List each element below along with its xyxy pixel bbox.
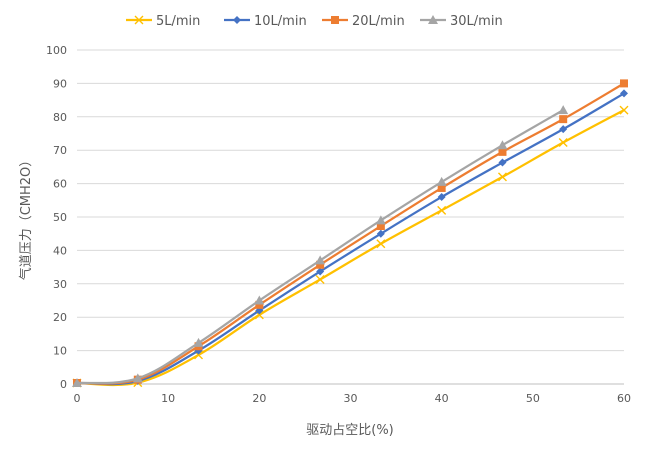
x-axis-title: 驱动占空比(%) (306, 423, 394, 438)
data-point-5l-min (315, 274, 325, 284)
y-tick-label: 100 (46, 44, 67, 57)
data-point-5l-min (437, 205, 447, 215)
data-point-10l-min (559, 125, 568, 134)
y-tick-label: 0 (60, 378, 67, 391)
x-tick-label: 10 (161, 392, 175, 405)
series-line-5l-min (75, 108, 626, 387)
y-tick-label: 70 (53, 144, 67, 157)
series-line-20l-min (75, 82, 626, 385)
data-point-30l-min (375, 215, 386, 225)
legend-marker-30l-min (428, 15, 438, 24)
data-point-30l-min (193, 337, 204, 347)
gridlines (77, 49, 624, 385)
data-point-20l-min (498, 147, 507, 156)
x-tick-label: 50 (526, 392, 540, 405)
x-tick-label: 20 (252, 392, 266, 405)
data-point-5l-min (497, 172, 507, 182)
x-tick-label: 60 (617, 392, 631, 405)
data-point-20l-min (316, 260, 325, 269)
data-point-30l-min (497, 140, 508, 150)
legend-marker-5l-min (134, 15, 144, 25)
y-tick-label: 90 (53, 77, 67, 90)
x-tick-label: 40 (435, 392, 449, 405)
data-point-5l-min (376, 239, 386, 249)
data-point-10l-min (437, 192, 446, 201)
legend-label-10l-min: 10L/min (254, 14, 307, 29)
data-point-20l-min (559, 115, 568, 124)
data-point-20l-min (620, 79, 628, 88)
y-tick-label: 40 (53, 244, 67, 257)
legend: 5L/min 10L/min 20L/min 30L/min (126, 14, 503, 29)
axes: 0 10 20 30 40 50 60 70 80 90 100 0 10 20 30 40 50 60 (46, 44, 631, 405)
data-point-20l-min (437, 183, 446, 192)
legend-label-20l-min: 20L/min (352, 14, 405, 29)
legend-label-5l-min: 5L/min (156, 14, 200, 29)
data-point-30l-min (132, 373, 143, 383)
data-point-30l-min (315, 255, 326, 265)
y-tick-label: 20 (53, 311, 67, 324)
data-point-10l-min (620, 89, 628, 98)
x-tick-label: 0 (74, 392, 81, 405)
y-tick-label: 50 (53, 211, 67, 224)
data-point-30l-min (254, 295, 265, 305)
series-lines (72, 79, 629, 388)
y-axis-title: 气道压力（CMH2O） (18, 154, 34, 281)
series-line-30l-min (75, 108, 565, 385)
data-point-20l-min (255, 300, 264, 309)
y-tick-label: 60 (53, 178, 67, 191)
legend-label-30l-min: 30L/min (450, 14, 503, 29)
legend-marker-20l-min (331, 16, 339, 24)
data-point-30l-min (436, 176, 447, 186)
data-point-20l-min (376, 222, 385, 231)
series-line-10l-min (75, 92, 626, 386)
data-point-5l-min (558, 138, 568, 148)
data-point-30l-min (558, 105, 569, 115)
data-point-5l-min (619, 105, 629, 115)
y-tick-label: 30 (53, 278, 67, 291)
y-tick-label: 10 (53, 345, 67, 358)
data-point-30l-min (72, 377, 82, 387)
data-point-10l-min (316, 267, 325, 276)
y-tick-label: 80 (53, 111, 67, 124)
data-point-10l-min (498, 158, 507, 167)
legend-marker-10l-min (233, 16, 241, 24)
data-point-10l-min (376, 229, 385, 238)
x-tick-label: 30 (344, 392, 358, 405)
